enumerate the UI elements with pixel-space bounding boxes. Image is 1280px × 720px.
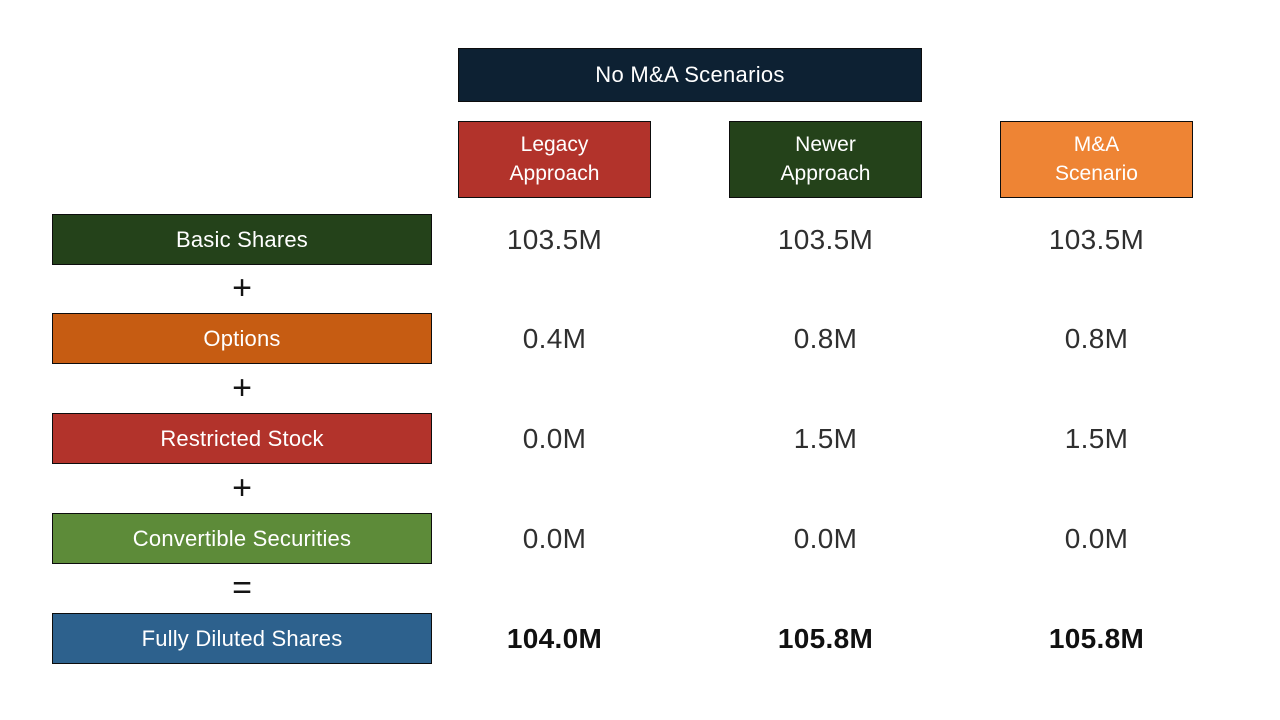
value-convertible-securities-newer: 0.0M (793, 522, 858, 554)
row-label-fully-diluted-shares: Fully Diluted Shares (52, 613, 432, 664)
plus-operator: + (232, 469, 252, 507)
value-options-mna: 0.8M (1064, 322, 1129, 354)
column-header-line: Approach (509, 161, 600, 185)
value-fully-diluted-newer: 105.8M (777, 622, 874, 654)
value-restricted-stock-newer: 1.5M (793, 422, 858, 454)
value-restricted-stock-legacy: 0.0M (522, 422, 587, 454)
plus-operator: + (232, 269, 252, 307)
column-header-line: Approach (780, 161, 871, 185)
value-basic-shares-mna: 103.5M (1048, 223, 1145, 255)
value-convertible-securities-legacy: 0.0M (522, 522, 587, 554)
row-label-text: Options (203, 325, 281, 351)
value-restricted-stock-mna: 1.5M (1064, 422, 1129, 454)
column-header-newer-approach: Newer Approach (729, 121, 922, 198)
row-label-options: Options (52, 313, 432, 364)
value-basic-shares-newer: 103.5M (777, 223, 874, 255)
row-label-text: Convertible Securities (132, 525, 352, 551)
column-header-line: Legacy (520, 133, 589, 157)
value-options-newer: 0.8M (793, 322, 858, 354)
row-label-text: Restricted Stock (160, 425, 324, 451)
banner-title: No M&A Scenarios (595, 62, 785, 87)
row-label-text: Fully Diluted Shares (141, 625, 343, 651)
value-options-legacy: 0.4M (522, 322, 587, 354)
row-label-text: Basic Shares (175, 226, 308, 252)
no-mna-scenarios-banner: No M&A Scenarios (458, 48, 922, 102)
value-basic-shares-legacy: 103.5M (506, 223, 603, 255)
row-label-restricted-stock: Restricted Stock (52, 413, 432, 464)
column-header-line: Newer (795, 133, 856, 157)
column-header-line: Scenario (1055, 161, 1138, 185)
plus-operator: + (232, 369, 252, 407)
value-convertible-securities-mna: 0.0M (1064, 522, 1129, 554)
equals-operator: = (232, 569, 252, 607)
column-header-legacy-approach: Legacy Approach (458, 121, 651, 198)
column-header-line: M&A (1073, 133, 1120, 157)
row-label-basic-shares: Basic Shares (52, 214, 432, 265)
row-label-convertible-securities: Convertible Securities (52, 513, 432, 564)
value-fully-diluted-mna: 105.8M (1048, 622, 1145, 654)
value-fully-diluted-legacy: 104.0M (506, 622, 603, 654)
column-header-mna-scenario: M&A Scenario (1000, 121, 1193, 198)
